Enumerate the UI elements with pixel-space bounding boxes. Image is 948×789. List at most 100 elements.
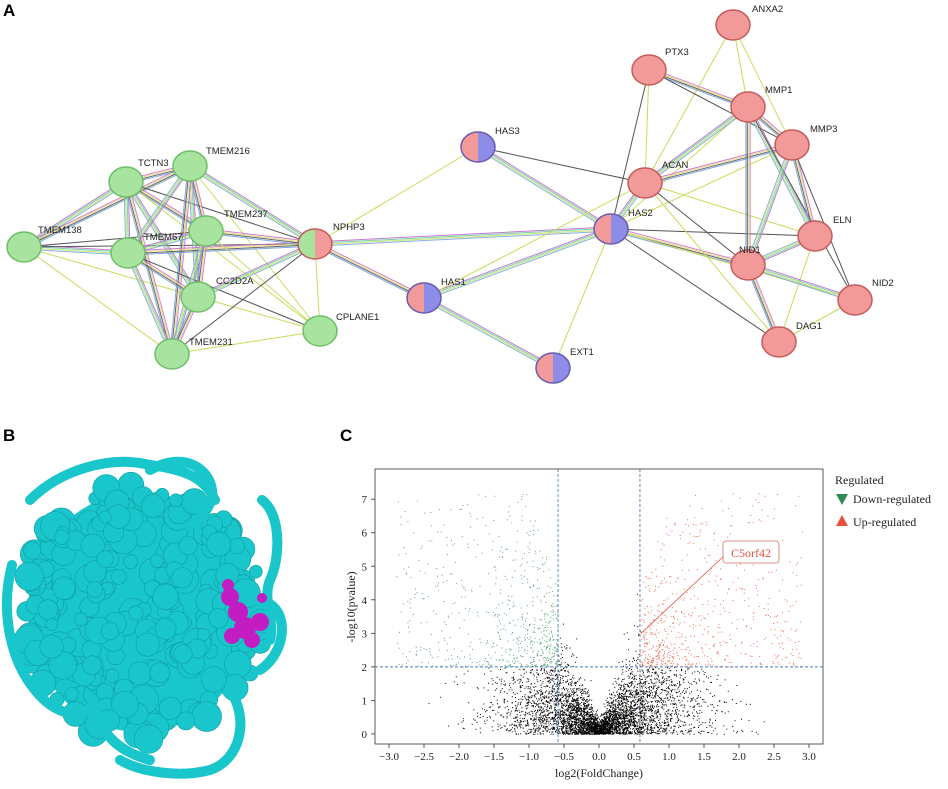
network-node-nid1: NID1	[730, 245, 766, 281]
network-edge	[314, 226, 612, 247]
node-label: DAG1	[796, 321, 822, 332]
network-edge	[644, 182, 780, 343]
network-node-nid2: NID2	[837, 278, 894, 316]
y-axis-ticks: 0 1 2 3 4 5 6 7	[362, 494, 375, 741]
network-edge	[125, 251, 175, 356]
network-node-tctn3: TCTN3	[108, 158, 169, 198]
annotation-leader-line	[640, 555, 725, 634]
node-label: NPHP3	[333, 222, 365, 233]
node-label: NID1	[739, 245, 761, 256]
network-node-has2: HAS2	[593, 208, 653, 245]
legend-marker-down	[836, 494, 848, 505]
network-edge	[648, 69, 793, 146]
x-tick-label: 0.5	[627, 751, 641, 763]
panel-label-c: C	[340, 426, 352, 445]
node-label: MMP1	[765, 85, 792, 96]
network-edge	[476, 144, 613, 232]
network-edge	[610, 144, 793, 230]
network-edge	[552, 228, 612, 369]
legend-title: Regulated	[835, 473, 884, 487]
node-label: TMEM237	[224, 209, 268, 220]
network-node-ptx3: PTX3	[631, 47, 689, 86]
y-tick-label: 6	[362, 528, 368, 540]
network-edge	[313, 241, 426, 301]
node-label: TMEM67	[144, 232, 183, 243]
x-tick-label: −2.0	[449, 751, 469, 763]
network-edge	[125, 181, 321, 332]
network-node-cplane1: CPLANE1	[302, 312, 379, 347]
network-edge	[732, 24, 793, 146]
network-node-mmp3: MMP3	[774, 124, 837, 161]
legend: Regulated Down-regulated Up-regulated	[835, 473, 931, 529]
legend-label-down: Down-regulated	[853, 492, 931, 506]
network-edge	[644, 182, 816, 237]
network-edge	[778, 235, 816, 343]
network-edge	[423, 226, 612, 301]
node-label: HAS1	[441, 277, 466, 288]
node-label: HAS3	[495, 126, 520, 137]
legend-marker-up	[836, 515, 848, 526]
protein-structure	[2, 456, 287, 779]
x-axis-label: log2(FoldChange)	[555, 766, 643, 780]
node-label: TCTN3	[138, 158, 169, 169]
network-edge	[205, 230, 321, 332]
x-tick-label: 0.0	[592, 751, 606, 763]
network-node-tmem138: TMEM138	[6, 225, 82, 263]
y-tick-label: 5	[362, 561, 368, 573]
volcano-points	[396, 493, 803, 735]
node-label: TMEM138	[38, 225, 82, 236]
x-tick-label: 2.5	[767, 751, 781, 763]
volcano-plot: −3.0 −2.5 −2.0 −1.5 −1.0 −0.5 0.0 0.5 1.0 1.5 2.0 2…	[344, 468, 824, 780]
points-down-regulated	[396, 493, 559, 668]
node-label: CPLANE1	[336, 312, 379, 323]
network-edge	[477, 146, 646, 184]
protein-loop	[250, 595, 287, 675]
network-edge	[23, 230, 207, 248]
network-edge	[127, 241, 316, 256]
y-tick-label: 1	[362, 695, 368, 707]
x-tick-label: −2.5	[414, 751, 434, 763]
protein-loop	[25, 457, 220, 505]
annotation-label: C5orf42	[731, 546, 771, 560]
legend-label-up: Up-regulated	[853, 515, 916, 529]
network-edge	[171, 243, 316, 355]
x-tick-label: −3.0	[379, 751, 399, 763]
network-edge	[123, 180, 201, 299]
y-tick-label: 7	[362, 494, 368, 506]
network-node-tmem231: TMEM231	[154, 337, 233, 370]
node-label: HAS2	[628, 208, 653, 219]
node-label: MMP3	[810, 124, 837, 135]
panel-label-b: B	[3, 426, 15, 445]
protein-loop	[2, 560, 100, 719]
panel-label-a: A	[3, 1, 15, 20]
network-edge	[171, 330, 321, 355]
x-tick-label: −1.0	[519, 751, 539, 763]
gene-annotation: C5orf42	[640, 540, 780, 634]
network-node-mmp1: MMP1	[730, 85, 792, 123]
network-node-acan: ACAN	[627, 160, 689, 199]
node-label: ELN	[833, 215, 852, 226]
network-edge	[745, 144, 795, 266]
protein-loop	[90, 700, 155, 765]
network-node-nphp3: NPHP3	[297, 222, 365, 260]
network-node-tmem237: TMEM237	[188, 209, 268, 247]
y-axis-label: -log10(pvalue)	[344, 571, 358, 642]
network-edge	[423, 182, 646, 299]
network-edge	[23, 246, 199, 298]
network-edge	[745, 107, 751, 265]
x-tick-label: −0.5	[554, 751, 574, 763]
network-edge	[22, 179, 128, 250]
protein-loop	[145, 456, 218, 530]
network-node-tmem216: TMEM216	[172, 146, 250, 182]
network-edge	[610, 228, 816, 237]
network-edge	[747, 262, 856, 303]
network-edge	[644, 182, 749, 266]
network-edge	[422, 295, 555, 371]
node-label: ANXA2	[752, 4, 783, 15]
node-label: NID2	[872, 278, 894, 289]
node-label: EXT1	[570, 347, 594, 358]
x-tick-label: 3.0	[802, 751, 816, 763]
x-tick-label: −1.5	[484, 751, 504, 763]
